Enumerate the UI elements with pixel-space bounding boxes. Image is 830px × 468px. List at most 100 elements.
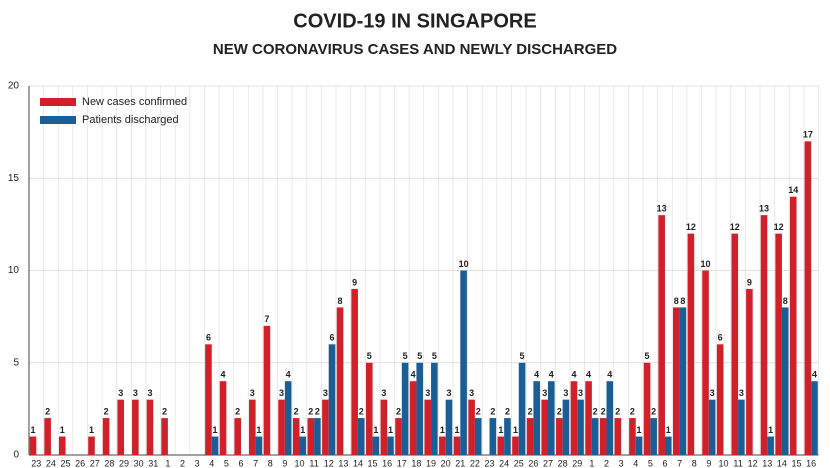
legend-label: New cases confirmed	[82, 96, 187, 108]
x-tick-label: 24	[499, 458, 509, 468]
bar	[357, 418, 365, 455]
value-label: 7	[264, 314, 269, 324]
value-label: 3	[446, 388, 451, 398]
value-label: 1	[768, 425, 773, 435]
bar	[746, 288, 753, 455]
bar	[205, 344, 212, 455]
legend-swatch	[40, 98, 76, 106]
bar	[541, 399, 549, 455]
value-label: 1	[60, 425, 65, 435]
y-tick-label: 0	[13, 450, 19, 461]
value-label: 9	[352, 277, 357, 287]
value-label: 1	[213, 425, 218, 435]
bar	[708, 399, 716, 455]
y-tick-label: 5	[13, 357, 19, 368]
bar	[88, 436, 95, 455]
bar	[372, 436, 380, 455]
bar	[292, 418, 300, 455]
x-tick-label: 10	[294, 458, 304, 468]
x-tick-label: 25	[61, 458, 71, 468]
bar	[409, 381, 417, 455]
bar	[249, 399, 256, 455]
bar	[278, 399, 285, 455]
x-tick-label: 14	[777, 458, 787, 468]
x-tick-label: 16	[382, 458, 392, 468]
bar	[562, 399, 570, 455]
x-tick-label: 7	[253, 458, 258, 468]
bar	[760, 215, 768, 455]
value-label: 3	[542, 388, 547, 398]
bar	[635, 436, 643, 455]
bar	[255, 436, 263, 455]
value-label: 1	[256, 425, 261, 435]
bar	[672, 307, 680, 455]
bar	[307, 418, 315, 455]
value-label: 8	[674, 296, 679, 306]
bar	[234, 418, 241, 455]
x-tick-label: 1	[589, 458, 594, 468]
x-tick-label: 1	[165, 458, 170, 468]
bar	[328, 344, 336, 455]
bar	[132, 399, 139, 455]
bar	[44, 418, 51, 455]
value-label: 2	[315, 406, 320, 416]
bar	[664, 436, 672, 455]
value-label: 4	[586, 370, 591, 380]
x-tick-label: 13	[762, 458, 772, 468]
bar	[29, 436, 37, 455]
bar	[767, 436, 774, 455]
x-tick-label: 2	[180, 458, 185, 468]
value-label: 6	[718, 333, 723, 343]
bar	[453, 436, 461, 455]
bar	[161, 418, 168, 455]
value-label: 3	[381, 388, 386, 398]
value-label: 2	[490, 406, 495, 416]
x-tick-label: 19	[426, 458, 436, 468]
x-tick-label: 23	[31, 458, 41, 468]
value-label: 1	[440, 425, 445, 435]
bar	[424, 399, 432, 455]
value-label: 8	[338, 296, 343, 306]
value-label: 2	[396, 406, 401, 416]
x-tick-label: 14	[353, 458, 363, 468]
bar	[365, 362, 373, 455]
value-label: 3	[279, 388, 284, 398]
x-tick-label: 5	[224, 458, 229, 468]
value-label: 12	[730, 222, 740, 232]
bar	[284, 381, 292, 455]
x-tick-label: 15	[792, 458, 802, 468]
value-label: 10	[701, 259, 711, 269]
bar	[781, 307, 789, 455]
bar	[351, 288, 358, 455]
value-label: 2	[630, 406, 635, 416]
bar	[211, 436, 219, 455]
x-tick-label: 28	[558, 458, 568, 468]
value-label: 1	[89, 425, 94, 435]
x-tick-label: 29	[119, 458, 129, 468]
bar	[489, 418, 497, 455]
bar	[416, 362, 424, 455]
x-tick-label: 8	[268, 458, 273, 468]
value-label: 2	[359, 406, 364, 416]
bar	[775, 233, 782, 455]
bar	[431, 362, 438, 455]
value-label: 2	[528, 406, 533, 416]
value-label: 2	[294, 406, 299, 416]
x-tick-label: 16	[806, 458, 816, 468]
bar	[548, 381, 555, 455]
bar	[614, 418, 622, 455]
value-label: 3	[739, 388, 744, 398]
chart-subtitle: NEW CORONAVIRUS CASES AND NEWLY DISCHARG…	[213, 41, 617, 58]
value-label: 5	[645, 351, 650, 361]
y-tick-label: 15	[8, 173, 20, 184]
bar	[146, 399, 154, 455]
value-label: 1	[373, 425, 378, 435]
bar	[658, 215, 665, 455]
value-label: 5	[417, 351, 422, 361]
value-label: 2	[557, 406, 562, 416]
bar	[58, 436, 66, 455]
value-label: 4	[812, 370, 817, 380]
x-tick-label: 20	[441, 458, 451, 468]
value-label: 3	[133, 388, 138, 398]
value-label: 9	[747, 277, 752, 287]
